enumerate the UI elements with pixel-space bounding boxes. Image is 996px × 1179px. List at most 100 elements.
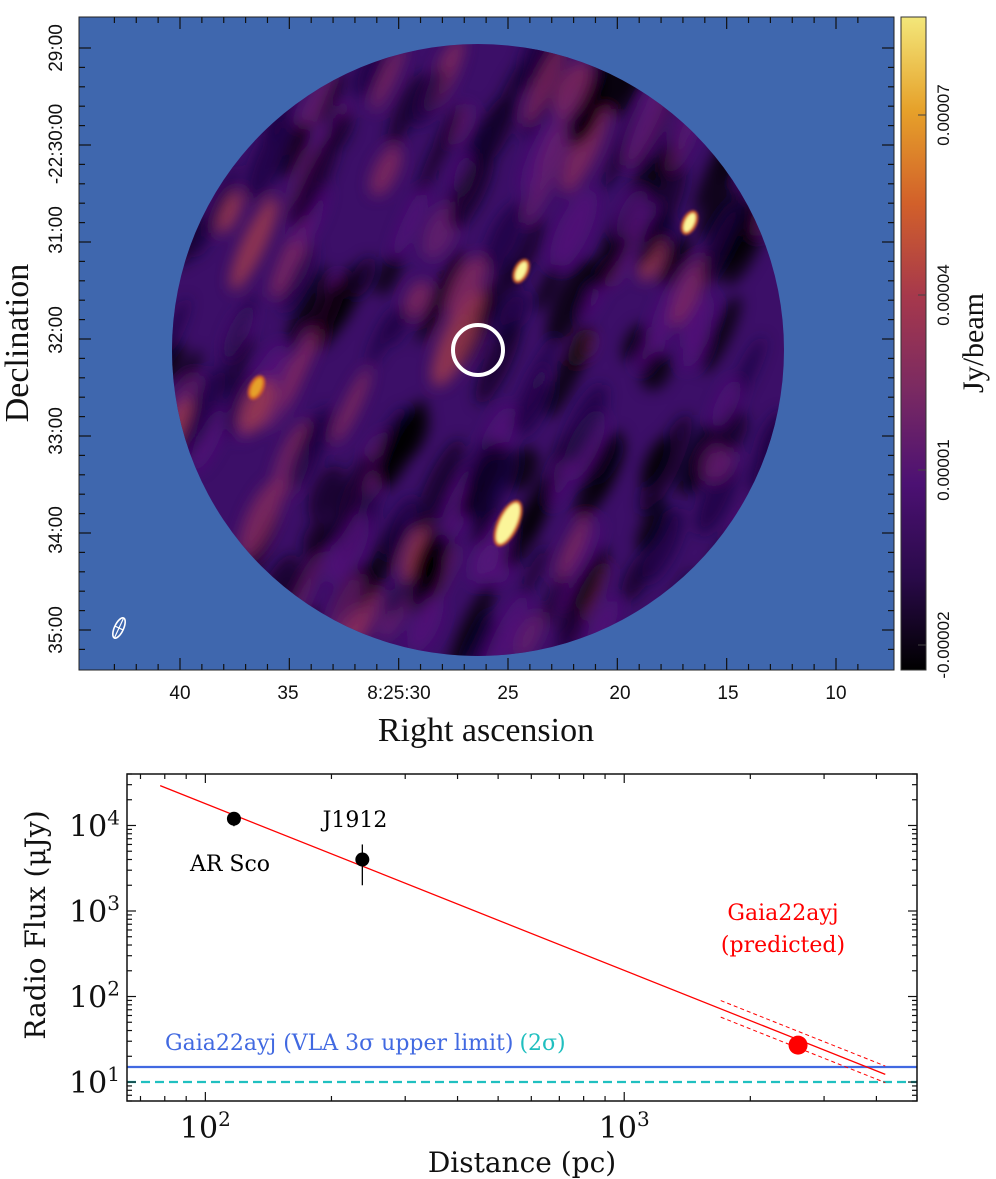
noise-blob (446, 582, 495, 656)
noise-blob (520, 498, 547, 543)
data-points (226, 811, 808, 1055)
y-tick-label: 102 (69, 977, 120, 1016)
noise-blob (371, 44, 405, 111)
image-field (172, 44, 784, 656)
noise-blob (417, 248, 465, 345)
x-axis-label: Distance (pc) (428, 1146, 616, 1179)
dec-tick-label: 35:00 (46, 606, 67, 654)
noise-blob (288, 406, 334, 488)
noise-blob (278, 121, 312, 178)
y-tick-label: 103 (69, 891, 120, 930)
noise-blob (349, 256, 376, 299)
dec-tick-label: 31:00 (46, 206, 67, 254)
ra-tick-label: 20 (609, 683, 630, 704)
noise-blob (524, 44, 566, 125)
radio-image-figure: 29:00 -22:30:00 31:00 32:00 33:00 34:00 … (0, 16, 990, 749)
noise-blob (448, 149, 494, 230)
noise-blob (700, 295, 742, 374)
bright-sources (247, 210, 699, 547)
noise-blob (193, 164, 239, 258)
colorbar (900, 16, 927, 671)
noise-blob (730, 198, 753, 238)
noise-blob (640, 436, 672, 488)
plot-ticks (127, 773, 918, 1102)
noise-blob (640, 351, 672, 391)
point-j1912 (355, 852, 370, 867)
noise-blob (239, 378, 275, 435)
noise-blob (172, 342, 185, 384)
dec-tick-label: 34:00 (46, 506, 67, 554)
declination-axis-label: Declination (0, 264, 36, 423)
noise-blob (190, 408, 225, 472)
noise-blob (450, 152, 472, 191)
noise-blob (412, 533, 450, 586)
noise-blob (534, 263, 561, 312)
noise-blob (557, 521, 603, 615)
ra-tick-label: 10 (825, 683, 846, 704)
ra-tick-label: 35 (277, 683, 298, 704)
x-tick-label: 102 (180, 1107, 231, 1146)
bright-source (250, 378, 263, 397)
noise-blob (238, 479, 284, 558)
flux-distance-plot: 104 103 102 101 102 103 Distance (pc) Ra… (19, 773, 918, 1179)
ra-tick-label: 40 (169, 683, 190, 704)
point-gaia22ayj-predicted (788, 1035, 808, 1055)
fit-band-lower (720, 1016, 886, 1084)
ra-tick-label: 8:25:30 (367, 683, 430, 704)
ra-tick-labels: 40 35 8:25:30 25 20 15 10 (169, 683, 846, 704)
label-ar-sco: AR Sco (189, 852, 270, 877)
noise-blob (308, 279, 352, 350)
bright-source (496, 503, 520, 544)
upper-limit-annotation: Gaia22ayj (VLA 3σ upper limit) (2σ) (165, 1031, 566, 1056)
noise-blob (463, 441, 507, 519)
noise-blob (326, 513, 369, 584)
noise-blob (286, 265, 329, 348)
noise-blob (523, 129, 571, 224)
dec-tick-label: 32:00 (46, 306, 67, 354)
colorbar-ticks (918, 114, 926, 646)
noise-blob (481, 594, 528, 656)
noise-blob (403, 280, 430, 319)
noise-blob (329, 573, 365, 632)
noise-blob (172, 298, 189, 370)
fit-band-upper (720, 1000, 886, 1067)
noise-blob (634, 209, 668, 270)
noise-blob (670, 254, 709, 327)
noise-blob (680, 295, 715, 349)
noise-blob (229, 196, 279, 290)
field-noise-texture (172, 44, 784, 656)
upper-limit-3sigma-label: Gaia22ayj (VLA 3σ upper limit) (165, 1031, 513, 1056)
noise-blob (375, 251, 403, 297)
noise-blob (413, 66, 447, 127)
y-axis-label: Radio Flux (μJy) (19, 810, 52, 1039)
dec-tick-label: -22:30:00 (46, 104, 67, 184)
noise-blob (519, 381, 550, 436)
declination-tick-labels: 29:00 -22:30:00 31:00 32:00 33:00 34:00 … (46, 24, 67, 654)
noise-blob (245, 114, 294, 201)
noise-blob (471, 501, 497, 547)
noise-blob (447, 256, 486, 320)
image-axis-ticks (79, 17, 894, 670)
noise-blob (414, 438, 465, 532)
noise-blob (392, 184, 430, 259)
colorbar-tick-label: 0.00007 (934, 84, 953, 145)
noise-blob (521, 545, 548, 598)
ra-tick-label: 15 (717, 683, 738, 704)
plot-lines (127, 785, 917, 1084)
noise-blob (712, 379, 741, 429)
colorbar-label: Jy/beam (957, 293, 990, 393)
noise-blob (698, 177, 733, 240)
noise-blob (688, 422, 713, 465)
noise-blob (385, 579, 408, 617)
noise-blob (641, 508, 684, 583)
noise-blob (700, 202, 740, 279)
colorbar-tick-label: -0.00002 (934, 611, 953, 678)
bright-source (515, 261, 527, 281)
noise-blob (701, 443, 734, 483)
right-ascension-axis-label: Right ascension (378, 712, 594, 749)
noise-blob (383, 496, 418, 555)
noise-blob (563, 384, 607, 464)
noise-blob (316, 71, 346, 126)
noise-blob (550, 189, 598, 271)
noise-blob (218, 191, 243, 234)
